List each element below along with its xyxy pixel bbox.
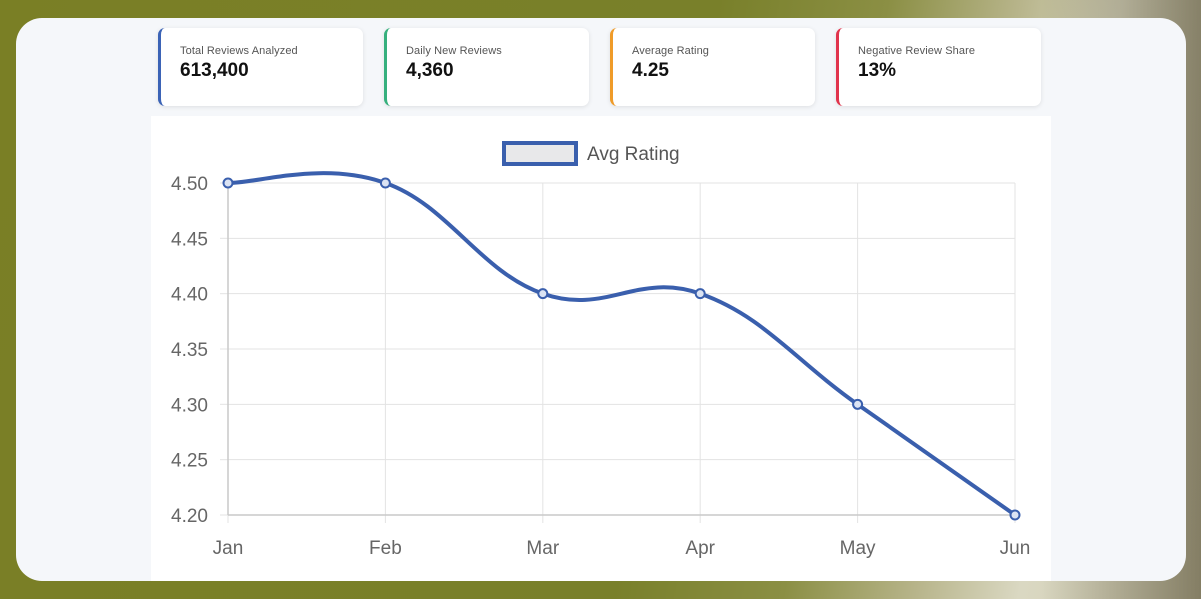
x-tick-label: Mar (526, 538, 559, 559)
y-tick-label: 4.35 (171, 340, 208, 361)
data-point (379, 177, 391, 189)
data-point (694, 288, 706, 300)
kpi-card-average-rating: Average Rating 4.25 (610, 28, 815, 106)
x-tick-label: Jun (1000, 538, 1031, 559)
y-tick-label: 4.40 (171, 285, 208, 306)
x-tick-label: Apr (685, 538, 715, 559)
kpi-value: 13% (858, 60, 897, 81)
kpi-label: Total Reviews Analyzed (180, 45, 298, 57)
x-tick-label: Jan (213, 538, 244, 559)
kpi-value: 4.25 (632, 60, 669, 81)
series-line-avg-rating (226, 171, 1017, 517)
chart-container: 4.50 4.45 4.40 4.35 4.30 4.25 4.20 Jan Feb Mar Ap… (151, 116, 1051, 581)
data-point (537, 288, 549, 300)
y-tick-label: 4.30 (171, 395, 208, 416)
data-points (222, 177, 1021, 521)
kpi-label: Average Rating (632, 45, 710, 57)
x-tick-label: May (840, 538, 876, 559)
dashboard-panel: Total Reviews Analyzed 613,400 Daily New… (16, 18, 1186, 581)
legend-label: Avg Rating (587, 144, 680, 165)
line-chart: 4.50 4.45 4.40 4.35 4.30 4.25 4.20 Jan Feb Mar Ap… (171, 141, 1031, 559)
x-axis: Jan Feb Mar Apr May Jun (213, 514, 1031, 559)
legend-swatch (502, 141, 578, 166)
y-tick-label: 4.45 (171, 229, 208, 250)
data-point (852, 398, 864, 410)
x-tick-label: Feb (369, 538, 402, 559)
kpi-card-daily-new-reviews: Daily New Reviews 4,360 (384, 28, 589, 106)
y-tick-label: 4.20 (171, 506, 208, 527)
y-tick-label: 4.50 (171, 174, 208, 195)
chart-legend: Avg Rating (502, 141, 680, 166)
kpi-value: 613,400 (180, 60, 249, 81)
chart-grid (227, 182, 1016, 523)
kpi-cards: Total Reviews Analyzed 613,400 Daily New… (158, 28, 1044, 108)
y-axis: 4.50 4.45 4.40 4.35 4.30 4.25 4.20 (171, 174, 229, 527)
kpi-card-negative-share: Negative Review Share 13% (836, 28, 1041, 106)
data-point (222, 177, 234, 189)
data-point (1009, 509, 1021, 521)
y-tick-label: 4.25 (171, 451, 208, 472)
kpi-card-total-reviews: Total Reviews Analyzed 613,400 (158, 28, 363, 106)
kpi-label: Daily New Reviews (406, 45, 502, 57)
kpi-value: 4,360 (406, 60, 454, 81)
kpi-label: Negative Review Share (858, 45, 976, 57)
